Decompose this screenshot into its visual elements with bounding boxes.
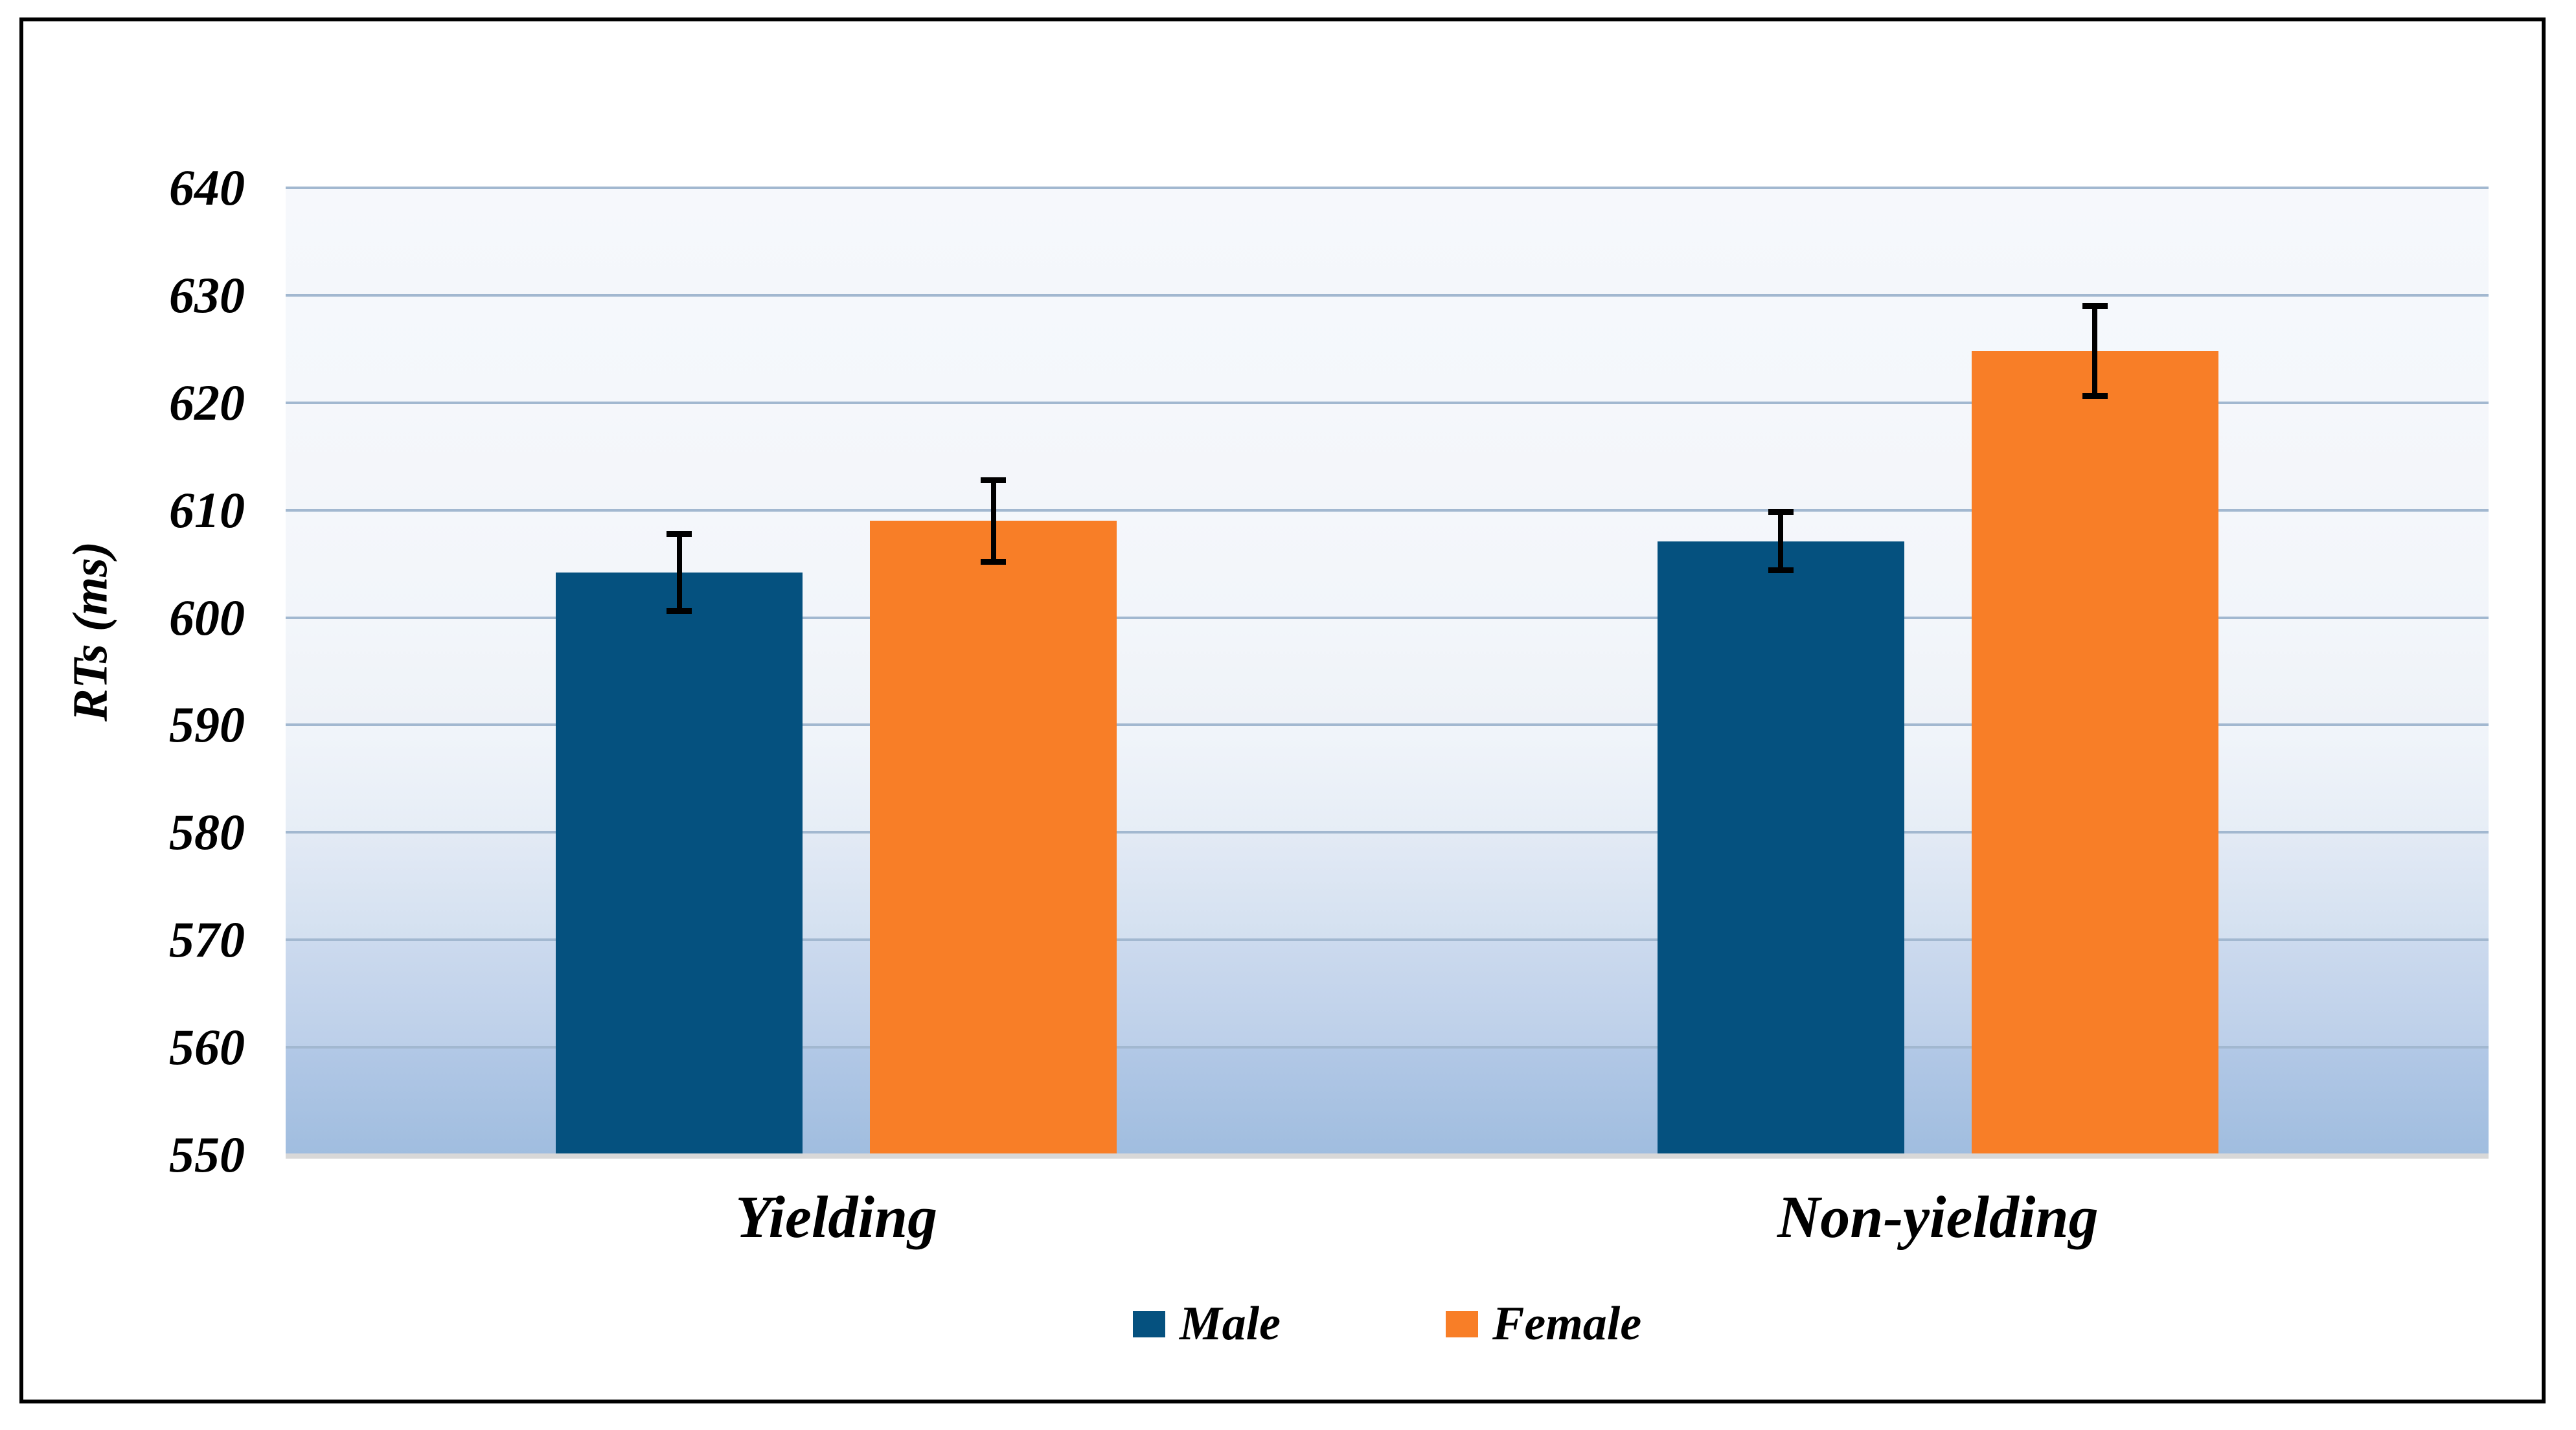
legend-label-female: Female — [1492, 1297, 1642, 1350]
legend-label-male: Male — [1179, 1297, 1281, 1350]
gridline-560 — [286, 1046, 2489, 1049]
error-bar-cap-bottom — [981, 558, 1007, 565]
y-tick-label-630: 630 — [169, 266, 245, 323]
y-tick-label-610: 610 — [169, 481, 245, 538]
gridline-640 — [286, 187, 2489, 189]
y-tick-label-600: 600 — [169, 589, 245, 646]
y-tick-label-550: 550 — [169, 1126, 245, 1183]
error-bar-cap-bottom — [667, 608, 692, 615]
plot-band-640-630 — [286, 188, 2489, 295]
gridline-610 — [286, 508, 2489, 512]
x-axis-line — [286, 1153, 2489, 1159]
gridline-590 — [286, 723, 2489, 727]
y-tick-label-590: 590 — [169, 696, 245, 753]
y-tick-label-570: 570 — [169, 911, 245, 968]
legend-entry-female: Female — [1446, 1295, 1641, 1353]
bar-male-non-yielding — [1657, 541, 1904, 1155]
gridline-620 — [286, 401, 2489, 404]
figure-border — [19, 17, 2546, 1403]
error-bar-cap-bottom — [2082, 393, 2108, 400]
bar-female-non-yielding — [1971, 351, 2218, 1155]
gridline-570 — [286, 938, 2489, 942]
plot-area — [286, 187, 2489, 1159]
y-tick-label-580: 580 — [169, 804, 245, 861]
category-label-non-yielding: Non-yielding — [1777, 1184, 2099, 1250]
gridline-630 — [286, 293, 2489, 297]
legend-marker-female — [1446, 1310, 1479, 1337]
error-bar-cap-top — [2082, 302, 2108, 309]
y-tick-label-620: 620 — [169, 374, 245, 431]
error-bar-cap-top — [1768, 509, 1794, 516]
legend-marker-male — [1132, 1310, 1165, 1337]
bar-male-yielding — [556, 572, 803, 1155]
y-tick-label-560: 560 — [169, 1019, 245, 1076]
gridline-580 — [286, 831, 2489, 834]
error-bar-cap-top — [667, 530, 692, 537]
error-bar-male-yielding — [676, 534, 682, 611]
gridline-600 — [286, 616, 2489, 619]
legend-entry-male: Male — [1132, 1295, 1281, 1353]
bar-female-yielding — [870, 521, 1117, 1155]
error-bar-cap-top — [981, 477, 1007, 483]
y-tick-label-640: 640 — [169, 159, 245, 216]
error-bar-female-yielding — [990, 480, 996, 562]
error-bar-male-non-yielding — [1778, 512, 1784, 571]
error-bar-cap-bottom — [1768, 567, 1794, 574]
legend: Male Female — [286, 1295, 2489, 1353]
error-bar-female-non-yielding — [2092, 306, 2098, 396]
category-label-yielding: Yielding — [735, 1184, 938, 1250]
